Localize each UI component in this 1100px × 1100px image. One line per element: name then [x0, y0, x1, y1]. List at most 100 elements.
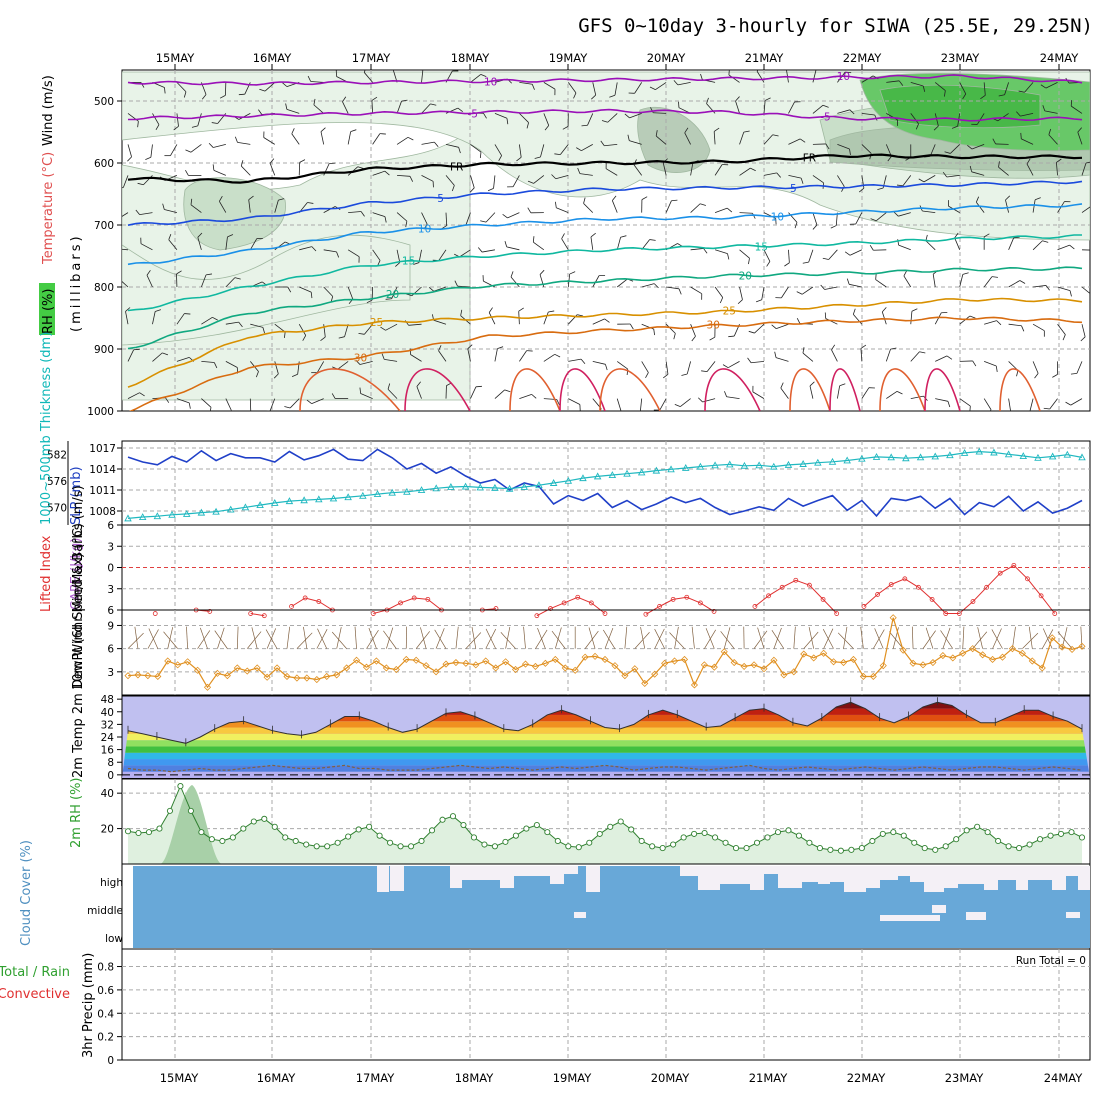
- wind-barb: [248, 199, 251, 213]
- wind-barb-flag: [954, 232, 959, 239]
- wind-barb-flag: [875, 273, 877, 280]
- wind-barb: [584, 630, 599, 649]
- wind-barb: [898, 244, 911, 251]
- wind-barb-flag: [748, 258, 750, 265]
- wind-barb-flag: [273, 373, 279, 379]
- rh-marker: [554, 837, 561, 845]
- wind-barb-flag: [380, 326, 386, 331]
- wind-barb: [433, 319, 447, 325]
- wind-barb-flag: [706, 97, 709, 104]
- thickness-marker: [975, 447, 984, 455]
- wind-barb: [592, 275, 600, 288]
- wind-speed-marker: [919, 661, 927, 669]
- wind-barb-flag: [554, 153, 561, 156]
- thickness-marker: [579, 474, 587, 482]
- wind-barb: [713, 131, 716, 145]
- wind-barb: [614, 82, 618, 96]
- lifted-index-marker: [916, 584, 921, 590]
- wind-speed-marker: [531, 662, 540, 670]
- wind-barb-flag: [165, 397, 170, 403]
- precip-tick-label: 0.4: [97, 1008, 114, 1020]
- wind-barb-flag: [413, 262, 420, 265]
- rh-marker: [135, 829, 142, 837]
- wind-speed-marker: [631, 665, 639, 673]
- wind-barb: [706, 361, 716, 372]
- rh-marker: [512, 832, 519, 839]
- wind-speed-marker: [462, 659, 470, 667]
- wind-barb-flag: [1013, 236, 1020, 239]
- wind-speed-marker: [869, 672, 877, 681]
- wind-speed-marker: [621, 672, 629, 680]
- wind-barb: [371, 100, 374, 114]
- wind-barb: [127, 144, 132, 158]
- rh-marker: [617, 818, 624, 825]
- wind-barb-flag: [802, 261, 809, 264]
- wind-barb: [788, 138, 801, 145]
- wind-barb: [197, 113, 202, 127]
- wind-barb: [336, 627, 342, 649]
- wind-barb-flag: [1019, 280, 1026, 284]
- wind-speed-marker: [223, 672, 231, 680]
- wind-speed-marker: [1038, 664, 1046, 672]
- wind-barb: [1032, 323, 1045, 332]
- y-tick-label: 1000: [87, 406, 114, 418]
- thickness-marker: [241, 503, 250, 511]
- thickness-marker: [946, 451, 954, 459]
- y-tick-label: 9: [107, 620, 114, 632]
- wind-barb-flag: [918, 178, 925, 183]
- wind-speed-marker: [362, 663, 371, 671]
- wind-barb-flag: [701, 370, 708, 373]
- rh-marker: [638, 837, 645, 845]
- thickness-marker: [623, 469, 631, 477]
- wind-barb-flag: [504, 389, 511, 393]
- rh-marker: [628, 826, 635, 833]
- wind-barb-flag: [551, 174, 557, 180]
- rh-marker: [502, 838, 509, 845]
- wind-barb: [583, 203, 594, 213]
- rh-marker: [397, 843, 404, 850]
- bottom-date-labels: 15MAY 16MAY 17MAY 18MAY 19MAY 20MAY 21MAY 22MAY…: [160, 1071, 1084, 1085]
- clear-sky-block: [802, 866, 818, 882]
- thickness-marker: [476, 483, 485, 491]
- wind-barb: [1045, 82, 1058, 89]
- wind-barb-flag: [212, 316, 218, 321]
- wind-barb-flag: [591, 94, 596, 100]
- wind-barb-flag: [307, 75, 312, 82]
- wind-barb-flag: [218, 195, 223, 202]
- wind-barb-flag: [1095, 250, 1098, 255]
- wind-barb: [959, 274, 964, 288]
- wind-speed-marker: [581, 653, 589, 661]
- wind-barb-flag: [1016, 370, 1019, 377]
- wind-barb-flag: [962, 93, 967, 100]
- wind-barb: [1008, 323, 1022, 327]
- wind-barb-flag: [342, 96, 347, 102]
- thickness-marker: [755, 461, 763, 469]
- rh-contour-region: [122, 234, 411, 346]
- wind-barb: [665, 361, 669, 375]
- wind-barb: [1033, 285, 1047, 288]
- isotherm--5: [128, 108, 1083, 122]
- wind-barb: [201, 316, 213, 325]
- wind-barb: [605, 168, 618, 176]
- temp-color-band: [122, 759, 1090, 766]
- wind-barb-flag: [371, 96, 378, 101]
- wind-barb-flag: [649, 239, 656, 241]
- wind-barb: [691, 626, 695, 649]
- wind-barb: [972, 631, 988, 649]
- wind-barb: [875, 279, 887, 288]
- wind10m-label: 10m Wind Speed & Barbs (m/s): [71, 485, 86, 690]
- wind-barb-flag: [219, 95, 226, 99]
- lifted-index-marker: [970, 599, 976, 604]
- wind-speed-marker: [780, 671, 788, 679]
- thickness-line: [127, 450, 1083, 519]
- wind-barb: [837, 109, 850, 114]
- wind-barb-flag: [393, 70, 394, 71]
- precip-total-label: Total / Rain: [0, 965, 70, 980]
- lifted-index-marker: [1011, 562, 1017, 568]
- thickness-marker: [1078, 453, 1086, 461]
- wind-barb: [1032, 240, 1043, 251]
- wind-barb-flag: [1056, 158, 1062, 163]
- wind-barb-flag: [600, 140, 605, 146]
- wind-barb: [556, 207, 569, 213]
- wind-barb: [372, 249, 381, 261]
